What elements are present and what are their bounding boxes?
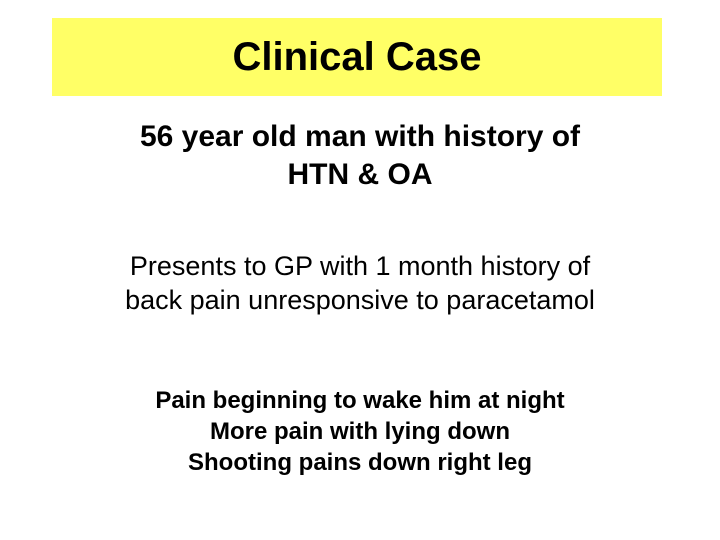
body2-line-3: Shooting pains down right leg: [188, 449, 532, 476]
body2-line-1: Pain beginning to wake him at night: [155, 387, 564, 414]
title-bar: Clinical Case: [52, 18, 662, 96]
slide-title: Clinical Case: [232, 35, 481, 80]
body1-line-1: Presents to GP with 1 month history of: [130, 251, 590, 281]
body2-line-2: More pain with lying down: [210, 418, 510, 445]
subtitle-line-1: 56 year old man with history of: [140, 120, 580, 153]
body1-line-2: back pain unresponsive to paracetamol: [125, 285, 595, 315]
slide-subtitle: 56 year old man with history of HTN & OA: [0, 118, 720, 193]
slide-body-1: Presents to GP with 1 month history of b…: [0, 250, 720, 318]
slide-body-2: Pain beginning to wake him at night More…: [0, 385, 720, 479]
subtitle-line-2: HTN & OA: [288, 158, 433, 191]
slide-container: Clinical Case 56 year old man with histo…: [0, 0, 720, 540]
